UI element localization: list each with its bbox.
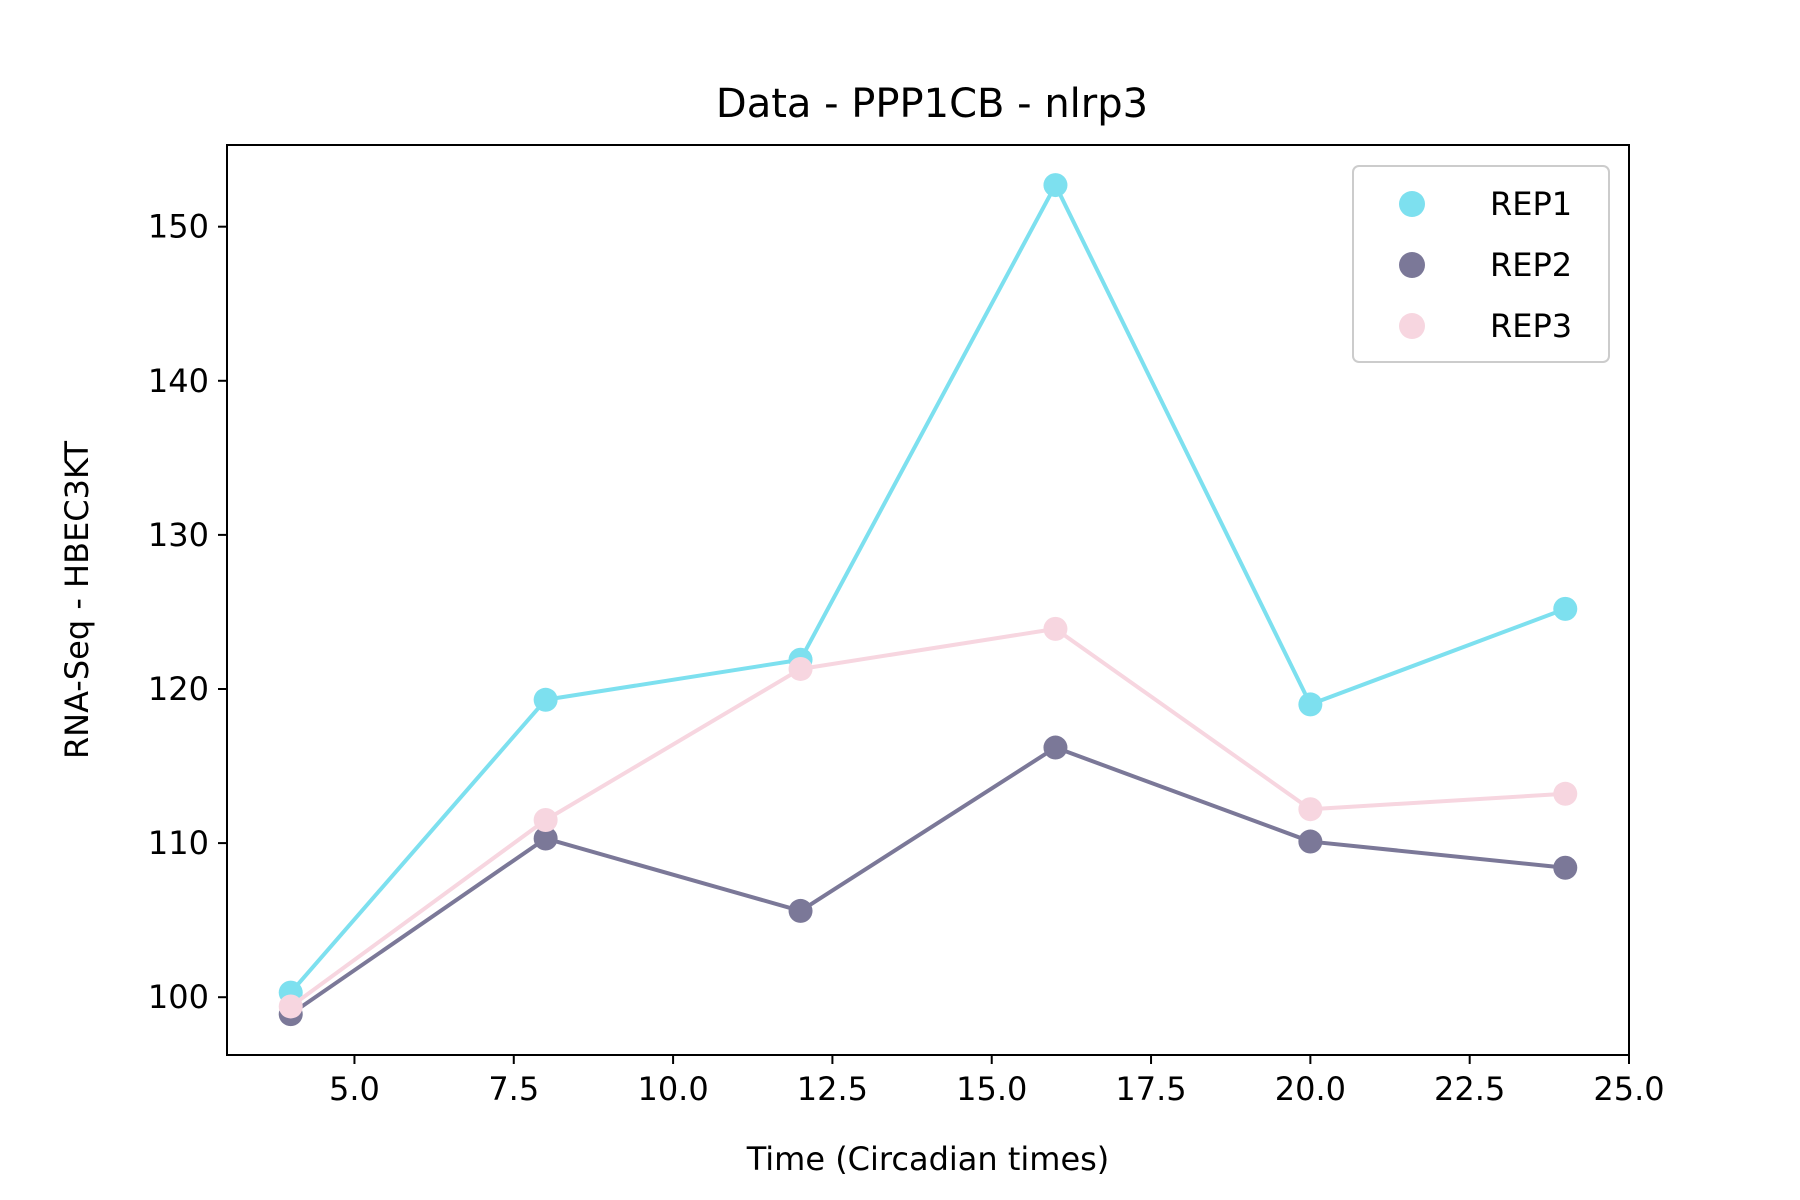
- legend-label: REP3: [1490, 307, 1572, 345]
- x-axis: 5.0 7.5 10.0 12.5 15.0 17.5 20.0 22.5 25.0: [329, 1055, 1665, 1108]
- legend-marker: [1399, 252, 1425, 278]
- series-line: [289, 183, 1566, 994]
- x-tick-label: 20.0: [1275, 1070, 1346, 1108]
- series-line: [289, 745, 1566, 1016]
- data-point: [1553, 781, 1578, 806]
- x-axis-title: Time (Circadian times): [746, 1140, 1110, 1178]
- x-tick-label: 10.0: [637, 1070, 708, 1108]
- x-tick-label: 25.0: [1593, 1070, 1664, 1108]
- data-point: [533, 687, 558, 712]
- data-point: [533, 807, 558, 832]
- data-point: [1043, 616, 1068, 641]
- legend-item: REP1: [1399, 185, 1572, 223]
- legend: REP1 REP2 REP3: [1352, 165, 1610, 363]
- x-tick-label: 7.5: [488, 1070, 539, 1108]
- x-tick-label: 15.0: [956, 1070, 1027, 1108]
- data-point: [1043, 735, 1068, 760]
- data-point: [1553, 596, 1578, 621]
- data-point: [533, 826, 558, 851]
- x-tick-label: 5.0: [329, 1070, 380, 1108]
- series-rep3: [278, 616, 1578, 1019]
- series-line: [289, 626, 1566, 1009]
- data-point: [788, 656, 813, 681]
- x-tick-label: 17.5: [1115, 1070, 1186, 1108]
- x-tick-label: 22.5: [1434, 1070, 1505, 1108]
- data-point: [278, 994, 303, 1019]
- x-tick-label: 12.5: [797, 1070, 868, 1108]
- plot-frame: [226, 144, 1630, 1056]
- data-point: [1553, 855, 1578, 880]
- data-point: [1298, 829, 1323, 854]
- legend-label: REP2: [1490, 246, 1572, 284]
- legend-label: REP1: [1490, 185, 1572, 223]
- data-point: [1298, 797, 1323, 822]
- chart-title: Data - PPP1CB - nlrp3: [716, 81, 1148, 127]
- series-rep2: [278, 735, 1578, 1027]
- y-tick-label: 100: [148, 978, 209, 1016]
- data-point: [1298, 692, 1323, 717]
- y-axis-title: RNA-Seq - HBEC3KT: [58, 441, 96, 760]
- legend-item: REP3: [1399, 307, 1572, 345]
- legend-item: REP2: [1399, 246, 1572, 284]
- y-tick-label: 130: [148, 516, 209, 554]
- legend-marker: [1399, 191, 1425, 217]
- series-layer: [278, 173, 1578, 1027]
- y-tick-label: 120: [148, 670, 209, 708]
- data-point: [1043, 173, 1068, 198]
- data-point: [788, 898, 813, 923]
- y-axis: 100 110 120 130 140 150: [148, 208, 227, 1016]
- y-tick-label: 150: [148, 208, 209, 246]
- legend-marker: [1399, 313, 1425, 339]
- y-tick-label: 140: [148, 362, 209, 400]
- y-tick-label: 110: [148, 824, 209, 862]
